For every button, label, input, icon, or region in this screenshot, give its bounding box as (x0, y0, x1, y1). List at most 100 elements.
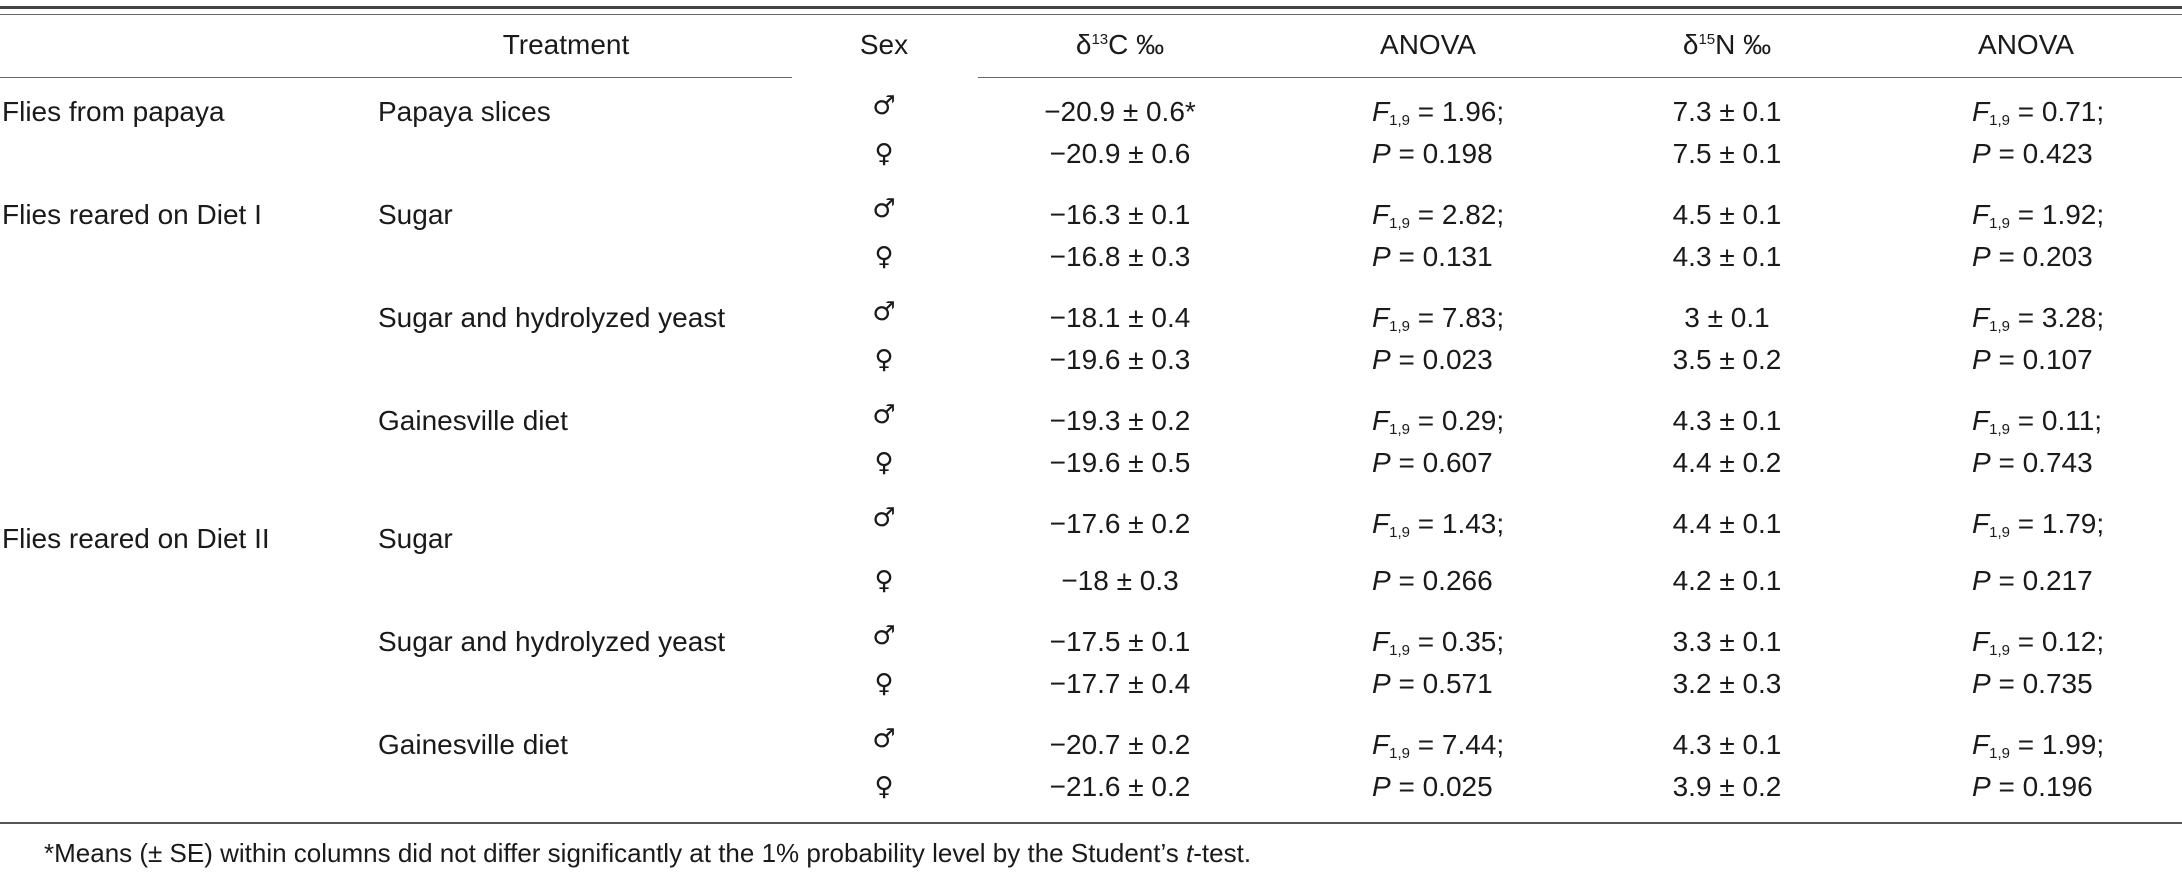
header-anova-c: ANOVA (1380, 29, 1476, 60)
p-symbol: P (1372, 138, 1391, 169)
f-value: = 1.92; (2009, 199, 2105, 230)
f-value: = 1.99; (2009, 729, 2105, 760)
d15n-value-female: 3.9 ± 0.2 (1672, 771, 1782, 802)
f-symbol: F (1972, 508, 1990, 539)
p-value: = 0.107 (1990, 344, 2093, 375)
f-symbol: F (1372, 405, 1390, 436)
anova-f-stat-n: F1,9 = 1.79; (1972, 507, 2104, 541)
f-value: = 0.29; (1409, 405, 1505, 436)
f-symbol: F (1372, 199, 1390, 230)
anova-f-stat-n: F1,9 = 1.99; (1972, 728, 2104, 762)
table-top-rule-thin (0, 14, 2182, 15)
p-value: = 0.607 (1390, 447, 1493, 478)
degrees-of-freedom: 1,9 (1389, 318, 1410, 335)
anova-p-value-n: P = 0.423 (1972, 137, 2093, 171)
treatment-label: Sugar (378, 199, 453, 230)
d15n-value-female: 3.2 ± 0.3 (1672, 668, 1782, 699)
f-symbol: F (1972, 96, 1990, 127)
d13c-value-male: −19.3 ± 0.2 (1049, 405, 1191, 436)
p-symbol: P (1372, 565, 1391, 596)
male-symbol: ♂ (872, 297, 896, 327)
anova-p-value-n: P = 0.196 (1972, 770, 2093, 804)
f-symbol: F (1372, 626, 1390, 657)
p-symbol: P (1972, 565, 1991, 596)
p-value: = 0.025 (1390, 771, 1493, 802)
d13c-value-male: −20.7 ± 0.2 (1049, 729, 1191, 760)
header-treatment: Treatment (502, 29, 630, 60)
anova-f-stat-c: F1,9 = 1.96; (1372, 95, 1504, 129)
anova-p-value-c: P = 0.023 (1372, 343, 1493, 377)
female-symbol: ♀ (874, 345, 894, 375)
degrees-of-freedom: 1,9 (1389, 745, 1410, 762)
f-value: = 0.35; (1409, 626, 1505, 657)
degrees-of-freedom: 1,9 (1389, 421, 1410, 438)
anova-p-value-c: P = 0.025 (1372, 770, 1493, 804)
anova-p-value-n: P = 0.735 (1972, 667, 2093, 701)
p-symbol: P (1972, 138, 1991, 169)
p-value: = 0.735 (1990, 668, 2093, 699)
p-symbol: P (1972, 241, 1991, 272)
f-value: = 1.43; (1409, 508, 1505, 539)
header-d13c: δ13C ‰ (1075, 29, 1165, 60)
header-anova-n: ANOVA (1978, 29, 2074, 60)
degrees-of-freedom: 1,9 (1389, 215, 1410, 232)
anova-f-stat-c: F1,9 = 2.82; (1372, 198, 1504, 232)
anova-f-stat-n: F1,9 = 3.28; (1972, 301, 2104, 335)
female-symbol: ♀ (874, 566, 894, 596)
male-symbol: ♂ (872, 724, 896, 754)
degrees-of-freedom: 1,9 (1389, 112, 1410, 129)
f-symbol: F (1372, 508, 1390, 539)
p-value: = 0.131 (1390, 241, 1493, 272)
table-bottom-rule (0, 822, 2182, 824)
group-label: Flies reared on Diet I (2, 199, 262, 230)
d15n-value-female: 4.2 ± 0.1 (1672, 565, 1782, 596)
d15n-value-male: 4.3 ± 0.1 (1672, 405, 1782, 436)
p-value: = 0.196 (1990, 771, 2093, 802)
p-symbol: P (1972, 771, 1991, 802)
treatment-label: Sugar and hydrolyzed yeast (378, 302, 726, 333)
anova-p-value-n: P = 0.107 (1972, 343, 2093, 377)
male-symbol: ♂ (872, 400, 896, 430)
d13c-value-male: −17.6 ± 0.2 (1049, 508, 1191, 539)
f-symbol: F (1972, 199, 1990, 230)
degrees-of-freedom: 1,9 (1989, 215, 2010, 232)
f-symbol: F (1972, 626, 1990, 657)
f-value: = 0.71; (2009, 96, 2105, 127)
f-symbol: F (1372, 302, 1390, 333)
anova-p-value-n: P = 0.743 (1972, 446, 2093, 480)
d13c-value-female: −16.8 ± 0.3 (1049, 241, 1191, 272)
male-symbol: ♂ (872, 503, 896, 533)
d15n-value-male: 3.3 ± 0.1 (1672, 626, 1782, 657)
d15n-value-male: 4.3 ± 0.1 (1672, 729, 1782, 760)
treatment-label: Papaya slices (378, 96, 551, 127)
d15n-value-female: 4.4 ± 0.2 (1672, 447, 1782, 478)
p-value: = 0.571 (1390, 668, 1493, 699)
anova-p-value-c: P = 0.571 (1372, 667, 1493, 701)
female-symbol: ♀ (874, 772, 894, 802)
anova-f-stat-n: F1,9 = 0.12; (1972, 625, 2104, 659)
d15n-value-male: 4.5 ± 0.1 (1672, 199, 1782, 230)
d13c-value-female: −19.6 ± 0.5 (1049, 447, 1191, 478)
anova-p-value-c: P = 0.266 (1372, 564, 1493, 598)
d15n-value-female: 4.3 ± 0.1 (1672, 241, 1782, 272)
p-value: = 0.023 (1390, 344, 1493, 375)
group-label: Flies from papaya (2, 96, 225, 127)
p-value: = 0.423 (1990, 138, 2093, 169)
anova-p-value-n: P = 0.217 (1972, 564, 2093, 598)
p-symbol: P (1372, 344, 1391, 375)
degrees-of-freedom: 1,9 (1989, 112, 2010, 129)
f-symbol: F (1972, 302, 1990, 333)
d15n-value-male: 4.4 ± 0.1 (1672, 508, 1782, 539)
group-label: Flies reared on Diet II (2, 523, 270, 554)
d15n-value-female: 3.5 ± 0.2 (1672, 344, 1782, 375)
f-symbol: F (1372, 96, 1390, 127)
d13c-value-male: −16.3 ± 0.1 (1049, 199, 1191, 230)
p-value: = 0.203 (1990, 241, 2093, 272)
male-symbol: ♂ (872, 194, 896, 224)
table-top-rule-thick (0, 6, 2182, 9)
p-value: = 0.198 (1390, 138, 1493, 169)
d13c-value-male: −17.5 ± 0.1 (1049, 626, 1191, 657)
d13c-value-female: −18 ± 0.3 (1061, 565, 1179, 596)
f-symbol: F (1972, 405, 1990, 436)
p-symbol: P (1372, 241, 1391, 272)
